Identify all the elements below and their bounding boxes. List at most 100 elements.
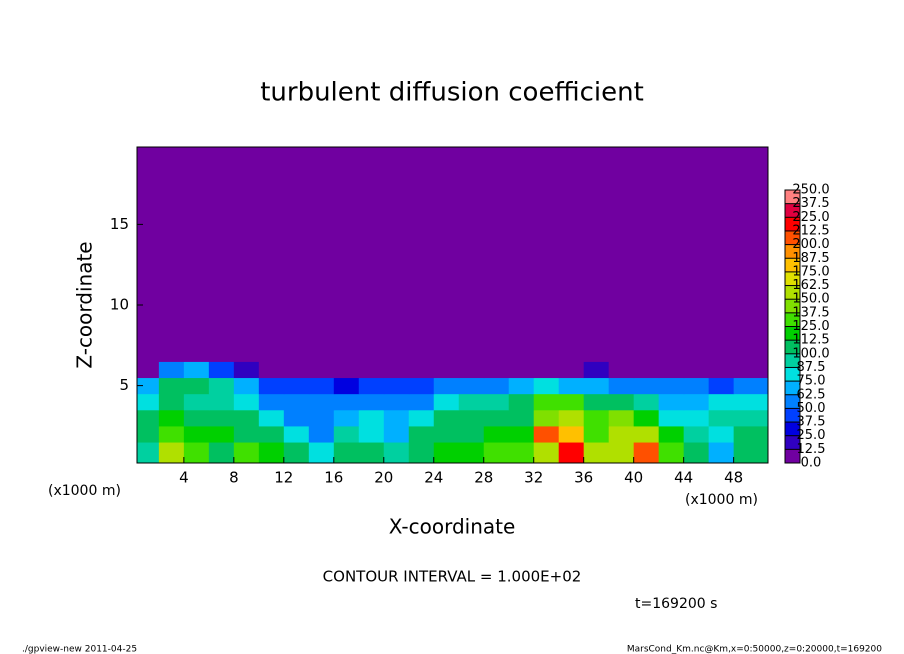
cell — [533, 442, 560, 464]
colorbar-swatch — [785, 353, 800, 368]
cell — [283, 393, 310, 411]
colorbar-label: 200.0 — [792, 237, 829, 252]
cell — [137, 425, 160, 443]
cell — [137, 409, 160, 427]
cell — [458, 147, 485, 362]
cell — [608, 409, 635, 427]
cell — [333, 442, 360, 464]
time-label: t=169200 s — [635, 596, 717, 612]
cell — [408, 442, 435, 464]
cell — [458, 393, 485, 411]
cell — [208, 442, 235, 464]
cell — [683, 377, 710, 395]
cell — [583, 147, 610, 362]
cell — [258, 361, 285, 379]
colorbar-swatch — [785, 367, 800, 382]
cell — [708, 442, 735, 464]
cell — [733, 361, 769, 379]
cell — [408, 409, 435, 427]
cell — [158, 393, 185, 411]
colorbar-swatch — [785, 203, 800, 218]
cell — [583, 361, 610, 379]
cell — [558, 377, 585, 395]
colorbar-label: 162.5 — [792, 278, 829, 293]
cell — [233, 147, 260, 362]
cell — [137, 361, 160, 379]
cell — [483, 409, 510, 427]
cell — [683, 409, 710, 427]
cell — [558, 425, 585, 443]
y-unit: (x1000 m) — [48, 483, 121, 499]
cell — [458, 377, 485, 395]
cell — [258, 425, 285, 443]
colorbar-swatch — [785, 285, 800, 300]
cell — [258, 147, 285, 362]
cell — [333, 393, 360, 411]
cell — [408, 425, 435, 443]
cell — [658, 409, 685, 427]
cell — [283, 442, 310, 464]
cell — [583, 393, 610, 411]
cell — [508, 442, 535, 464]
cell — [358, 425, 385, 443]
colorbar-label: 237.5 — [792, 196, 829, 211]
cell — [683, 361, 710, 379]
colorbar-label: 125.0 — [792, 319, 829, 334]
cell — [508, 409, 535, 427]
cell — [258, 393, 285, 411]
x-axis-title: X-coordinate — [389, 515, 516, 539]
cell — [408, 361, 435, 379]
cell — [533, 425, 560, 443]
cell — [708, 409, 735, 427]
colorbar-label: 75.0 — [797, 374, 826, 389]
cell — [558, 442, 585, 464]
cell — [308, 377, 335, 395]
cell — [233, 442, 260, 464]
cell — [683, 147, 710, 362]
y-tick-label: 15 — [110, 215, 129, 233]
x-tick-label: 32 — [524, 469, 543, 487]
cell — [508, 425, 535, 443]
x-tick-label: 24 — [424, 469, 443, 487]
cell — [233, 425, 260, 443]
cell — [383, 147, 410, 362]
cell — [358, 377, 385, 395]
cell — [733, 377, 769, 395]
cell — [433, 425, 460, 443]
contour-interval: CONTOUR INTERVAL = 1.000E+02 — [323, 568, 582, 586]
cell — [208, 393, 235, 411]
colorbar-swatch — [785, 312, 800, 327]
colorbar-label: 225.0 — [792, 210, 829, 225]
colorbar-swatch — [785, 230, 800, 245]
cell — [183, 147, 210, 362]
x-tick-label: 36 — [574, 469, 593, 487]
colorbar-swatch — [785, 394, 800, 409]
colorbar-label: 62.5 — [797, 387, 826, 402]
cell — [583, 377, 610, 395]
cell — [258, 409, 285, 427]
cell — [458, 409, 485, 427]
cell — [137, 377, 160, 395]
colorbar-label: 0.0 — [801, 456, 822, 471]
cell — [208, 409, 235, 427]
x-tick-label: 20 — [374, 469, 393, 487]
cell — [458, 442, 485, 464]
cell — [158, 377, 185, 395]
cell — [283, 409, 310, 427]
cell — [137, 393, 160, 411]
x-tick-label: 40 — [624, 469, 643, 487]
cell — [433, 147, 460, 362]
cell — [483, 377, 510, 395]
cell — [333, 377, 360, 395]
colorbar-swatch — [785, 408, 800, 423]
cell — [208, 377, 235, 395]
cell — [533, 377, 560, 395]
cell — [633, 425, 660, 443]
cell — [508, 393, 535, 411]
cell — [733, 409, 769, 427]
cell — [583, 409, 610, 427]
cell — [433, 409, 460, 427]
cell — [733, 147, 769, 362]
cell — [533, 361, 560, 379]
cell — [183, 393, 210, 411]
